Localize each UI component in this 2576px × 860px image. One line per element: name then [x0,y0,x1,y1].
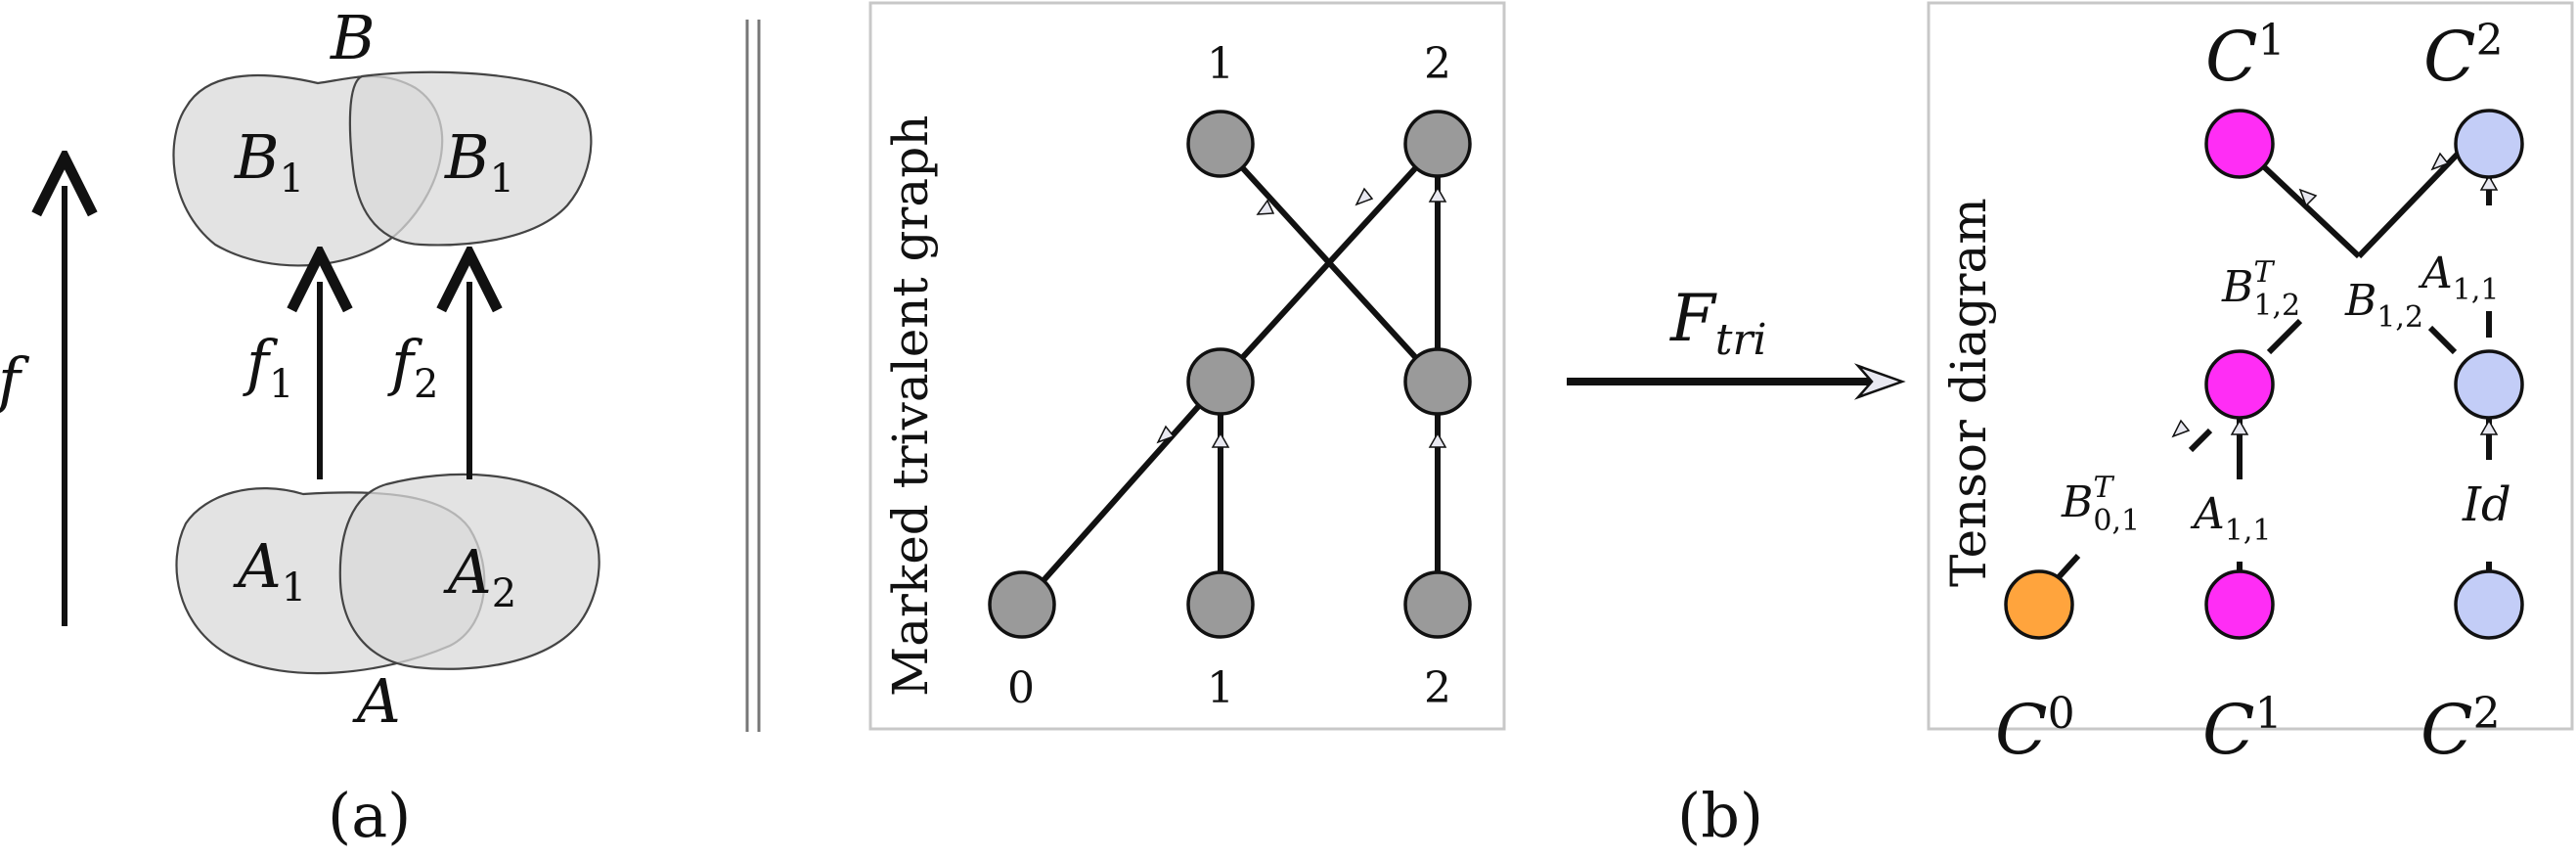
caption-b: (b) [1677,780,1763,851]
graph-bottom-label-1: 1 [1207,663,1234,713]
tensor-arrow-mark-6 [2479,419,2499,435]
tensor-node-c1-bottom [2204,569,2275,640]
graph-arrow-mark-5 [1428,431,1447,448]
graph-node-mid-1 [1186,347,1255,416]
graph-arrow-mark-3 [1355,187,1374,206]
graph-node-bottom-0 [988,570,1056,639]
tensor-edge-b12 [2427,325,2458,355]
panel-a: B B1 B1 A1 A2 A f f1 f2 (a) [0,2,600,851]
graph-edge-0-mid1 [1019,380,1223,607]
tensor-label-b01t: BT 0,1 [2061,471,2140,538]
tensor-edge-b01t [2188,428,2213,453]
graph-arrow-mark-4 [1256,199,1275,215]
graph-frame [868,1,1506,731]
graph-arrow-mark-2 [1211,431,1230,448]
graph-top-label-2: 2 [1424,39,1451,89]
set-label-b: B [330,2,376,73]
graph-title: Marked trivalent graph [882,115,939,697]
tensor-arrow-mark-3 [2479,174,2499,191]
graph-node-bottom-2 [1403,570,1472,639]
tensor-bottom-label-c2: C2 [2421,689,2501,770]
graph-bottom-label-0: 0 [1007,663,1035,713]
blob-a2 [338,473,600,670]
tensor-frame [1927,1,2574,731]
map-arrow-head [1853,363,1906,400]
graph-node-top-2 [1403,110,1472,178]
tensor-bottom-label-c0: C0 [1995,689,2075,770]
tensor-label-a11-top: A1,1 [2418,249,2500,307]
blob-label-a1: A1 [233,530,306,611]
graph-node-bottom-1 [1186,570,1255,639]
tensor-node-c2-top [2454,109,2524,179]
graph-bottom-label-2: 2 [1424,663,1451,713]
graph-node-mid-2 [1403,347,1472,416]
blob-label-a2: A2 [443,536,516,616]
map-label: Ftri [1669,281,1767,365]
graph-edge-top1-mid2 [1218,141,1441,385]
tensor-label-b12: B1,2 [2344,276,2423,335]
arrow-label-f2: f2 [387,327,438,407]
tensor-top-label-c1: C1 [2205,16,2286,97]
tensor-arrow-mark-5 [2230,419,2249,435]
graph-node-top-1 [1186,110,1255,178]
tensor-label-b12t: BT 1,2 [2221,255,2300,323]
tensor-node-c0-bottom [2004,569,2074,640]
tensor-node-c1-mid [2204,349,2275,420]
tensor-node-c1-top [2204,109,2275,179]
tensor-bottom-label-c1: C1 [2202,689,2283,770]
graph-arrow-mark-6 [1428,186,1447,203]
tensor-title: Tensor diagram [1940,198,1997,587]
arrow-label-f1: f1 [243,327,293,407]
blob-label-b1-right: B1 [444,121,514,202]
blob-b1-right [348,70,593,247]
graph-top-label-1: 1 [1207,39,1234,89]
tensor-node-c2-bottom [2454,569,2524,640]
tensor-node-c2-mid [2454,349,2524,420]
tensor-label-id: Id [2462,477,2511,532]
tensor-edge-c0 [2056,553,2081,580]
tensor-edge-cross-c2 [2356,144,2467,259]
arrow-label-f: f [0,344,30,416]
graph-arrow-mark-1 [1156,425,1176,444]
tensor-label-a11-bottom: A1,1 [2190,489,2272,548]
tensor-edge-b12t [2266,318,2303,355]
tensor-arrow-mark-1 [2298,188,2318,207]
caption-a: (a) [328,780,411,851]
tensor-top-label-c2: C2 [2423,16,2504,97]
panel-b-graph: Marked trivalent graph 1 2 0 1 2 [868,1,1506,731]
blob-label-b1-left: B1 [234,121,304,202]
set-label-a: A [352,665,401,737]
tensor-arrow-mark-4 [2171,419,2191,438]
panel-b-tensor: Tensor diagram C1 C2 C0 C1 [1927,1,2574,770]
tensor-arrow-mark-2 [2430,152,2450,171]
